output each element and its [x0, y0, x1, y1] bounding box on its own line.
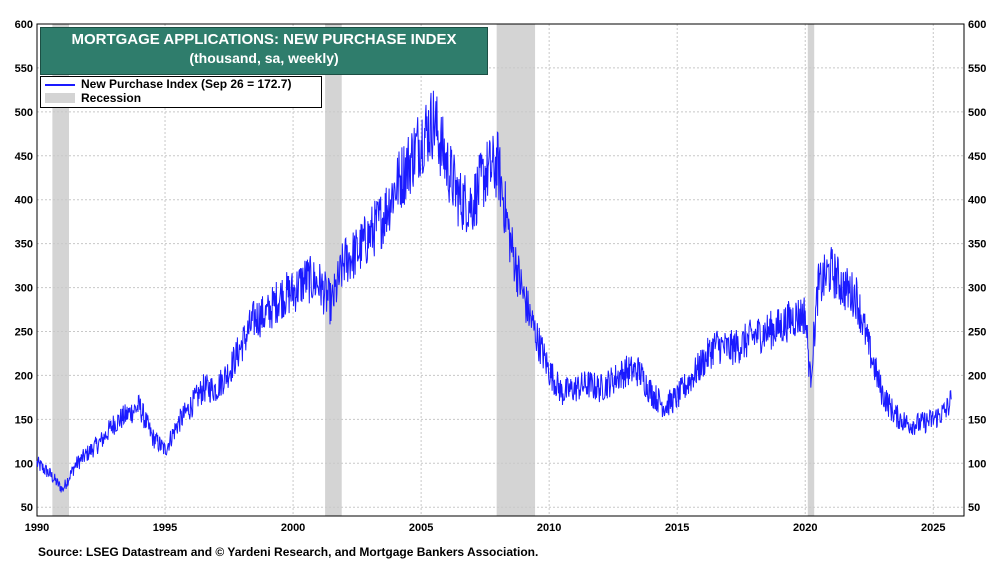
y-tick-label-left: 500: [15, 107, 33, 119]
x-tick-label: 2000: [281, 522, 305, 534]
x-tick-label: 2025: [921, 522, 945, 534]
y-tick-label-right: 50: [968, 502, 980, 514]
y-tick-label-left: 300: [15, 283, 33, 295]
y-tick-label-right: 500: [968, 107, 986, 119]
y-tick-label-left: 200: [15, 370, 33, 382]
y-tick-label-left: 550: [15, 63, 33, 75]
plot-frame: [36, 23, 965, 517]
y-tick-label-right: 100: [968, 458, 986, 470]
y-tick-label-left: 100: [15, 458, 33, 470]
x-tick-label: 2010: [537, 522, 561, 534]
legend-recession-label: Recession: [81, 91, 142, 105]
y-tick-label-right: 450: [968, 151, 986, 163]
y-tick-label-left: 150: [15, 414, 33, 426]
chart-title-box: MORTGAGE APPLICATIONS: NEW PURCHASE INDE…: [40, 27, 488, 75]
x-tick-label: 1995: [153, 522, 177, 534]
y-tick-label-right: 550: [968, 63, 986, 75]
series-layer: [36, 90, 952, 493]
y-tick-label-left: 350: [15, 239, 33, 251]
chart-title: MORTGAGE APPLICATIONS: NEW PURCHASE INDE…: [71, 31, 457, 48]
recession-bands: [52, 24, 815, 516]
legend-item-series: New Purchase Index (Sep 26 = 172.7): [41, 77, 321, 91]
axis-ticks: 50 50 100 100 150 150 200 200 250 250 300 300 350 350…: [15, 19, 987, 534]
y-tick-label-left: 50: [21, 502, 33, 514]
x-tick-label: 1990: [25, 522, 49, 534]
x-tick-label: 2005: [409, 522, 433, 534]
chart-subtitle: (thousand, sa, weekly): [189, 50, 339, 66]
recession-band: [325, 24, 342, 516]
legend: New Purchase Index (Sep 26 = 172.7) Rece…: [40, 76, 322, 108]
y-tick-label-right: 400: [968, 195, 986, 207]
recession-band: [807, 24, 815, 516]
x-tick-label: 2020: [793, 522, 817, 534]
legend-series-label: New Purchase Index (Sep 26 = 172.7): [81, 77, 292, 91]
legend-item-recession: Recession: [41, 91, 321, 105]
x-tick-label: 2015: [665, 522, 689, 534]
y-tick-label-right: 200: [968, 370, 986, 382]
y-tick-label-right: 300: [968, 283, 986, 295]
legend-recession-swatch: [45, 93, 75, 103]
y-tick-label-right: 150: [968, 414, 986, 426]
legend-line-swatch: [45, 84, 75, 86]
recession-band: [52, 24, 70, 516]
y-tick-label-left: 400: [15, 195, 33, 207]
gridlines: [36, 23, 964, 516]
y-tick-label-left: 600: [15, 19, 33, 31]
y-tick-label-right: 350: [968, 239, 986, 251]
y-tick-label-left: 250: [15, 327, 33, 339]
series-line: [36, 90, 952, 493]
y-tick-label-right: 250: [968, 327, 986, 339]
source-note: Source: LSEG Datastream and © Yardeni Re…: [38, 545, 539, 559]
y-tick-label-left: 450: [15, 151, 33, 163]
y-tick-label-right: 600: [968, 19, 986, 31]
